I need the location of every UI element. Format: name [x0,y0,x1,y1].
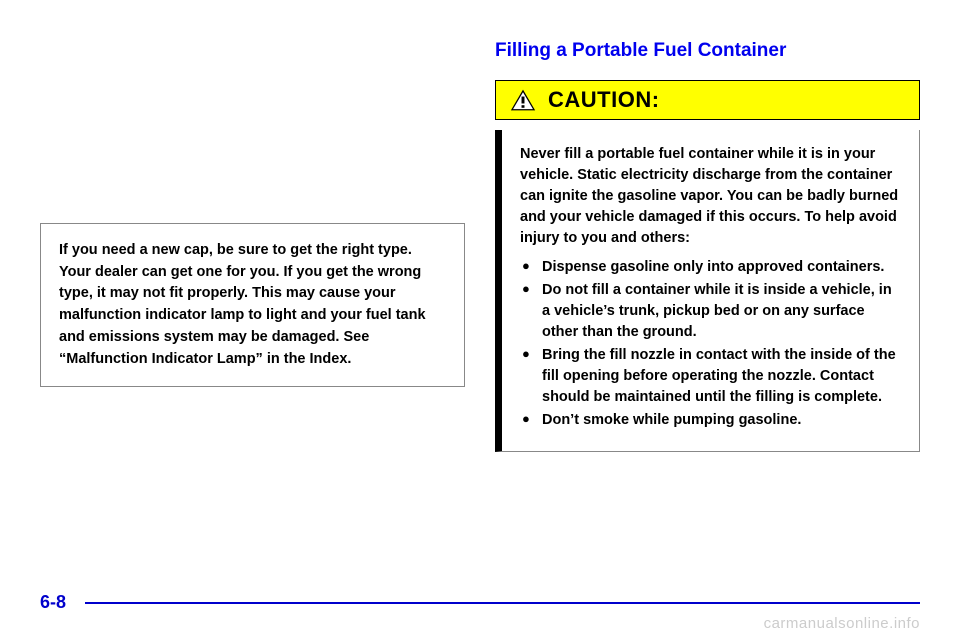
caution-intro: Never fill a portable fuel container whi… [520,144,901,249]
caution-label: CAUTION: [548,87,660,113]
caution-header: CAUTION: [495,80,920,120]
caution-body: Never fill a portable fuel container whi… [495,130,920,452]
caution-bullet: Do not fill a container while it is insi… [520,280,901,343]
notice-text: If you need a new cap, be sure to get th… [59,240,446,371]
caution-bullet: Don’t smoke while pumping gasoline. [520,410,901,431]
notice-box: If you need a new cap, be sure to get th… [40,223,465,388]
right-column: Filling a Portable Fuel Container CAUTIO… [495,40,920,570]
footer-rule [85,602,920,604]
caution-bullet: Bring the fill nozzle in contact with th… [520,345,901,408]
warning-triangle-icon [510,88,536,112]
watermark: carmanualsonline.info [764,615,920,632]
caution-list: Dispense gasoline only into approved con… [520,257,901,431]
page-number: 6-8 [40,592,66,613]
page-footer: 6-8 [40,592,920,612]
left-column: If you need a new cap, be sure to get th… [40,40,465,570]
caution-bullet: Dispense gasoline only into approved con… [520,257,901,278]
page-content: If you need a new cap, be sure to get th… [40,40,920,570]
section-title: Filling a Portable Fuel Container [495,40,920,62]
